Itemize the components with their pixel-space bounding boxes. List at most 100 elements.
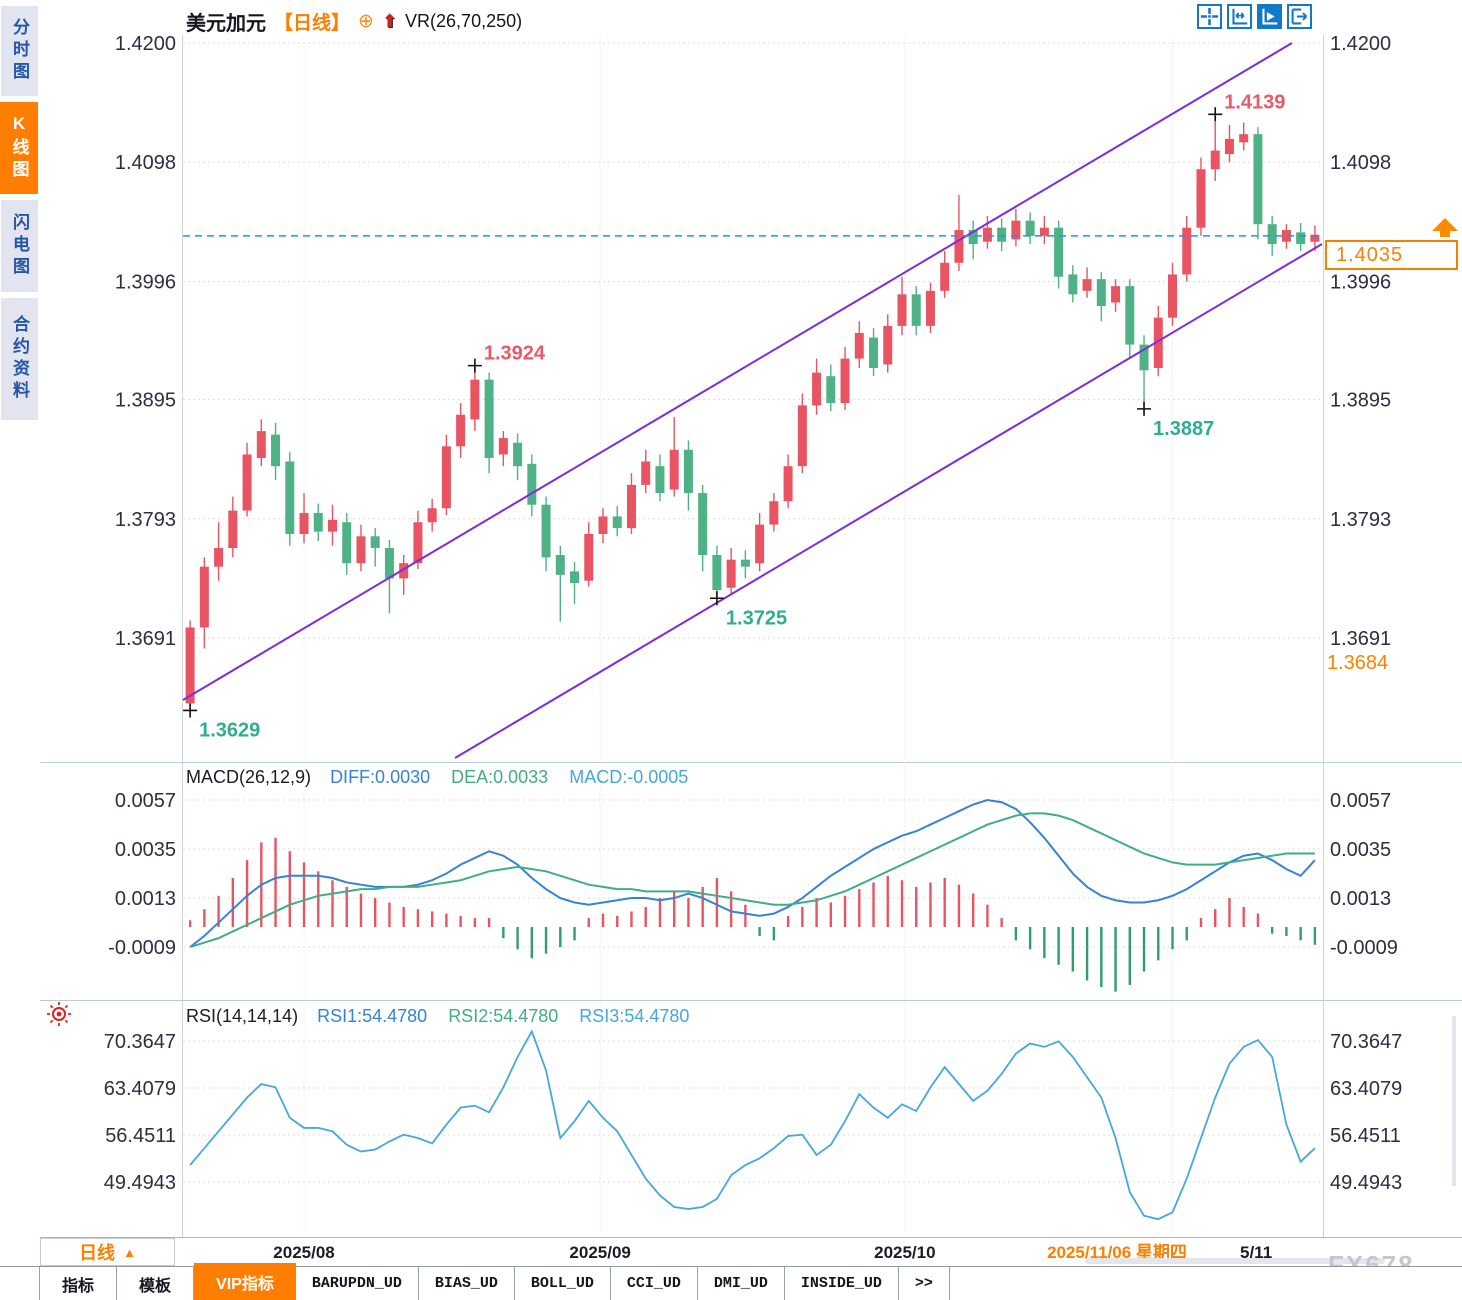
chart-header: 美元加元 【日线】 ⊕ ⬆ VR(26,70,250) [186,7,522,36]
macd-macd-value: MACD:-0.0005 [569,767,689,787]
symbol-name: 美元加元 [186,13,266,35]
svg-text:49.4943: 49.4943 [1330,1172,1402,1194]
macd-header: MACD(26,12,9) DIFF:0.0030 DEA:0.0033 MAC… [186,767,688,788]
svg-text:-0.0009: -0.0009 [1330,937,1398,959]
trendline-upper [182,42,1293,701]
svg-text:1.3629: 1.3629 [199,719,260,741]
timeframe-selector[interactable]: 日线 ▲ [40,1238,175,1266]
svg-text:63.4079: 63.4079 [104,1078,176,1100]
candles [185,114,1320,711]
macd-panel [188,799,1317,992]
rsi-title: RSI(14,14,14) [186,1006,299,1026]
svg-text:1.3895: 1.3895 [115,390,176,412]
tab-dmi-ud[interactable]: DMI_UD [698,1267,785,1300]
macd-diff-value: DIFF:0.0030 [330,767,431,787]
svg-text:1.3996: 1.3996 [115,271,176,293]
timeframe-label[interactable]: 【日线】 [274,13,351,34]
sidebar-item-label: 分时图 [10,18,29,84]
tab-vip-indicators[interactable]: VIP指标 [194,1263,296,1300]
tab-cci-ud[interactable]: CCI_UD [611,1267,698,1300]
sidebar: 分时图 K线图 闪电图 合约资料 [0,0,38,1240]
trend-channel[interactable] [182,42,1323,759]
price-alert-arrow-icon [1432,218,1458,238]
sidebar-item-label: 合约资料 [10,315,29,403]
sidebar-item-contract-info[interactable]: 合约资料 [1,298,38,420]
sidebar-item-lightning-chart[interactable]: 闪电图 [1,200,38,292]
tab-indicators[interactable]: 指标 [40,1267,118,1300]
svg-text:1.3924: 1.3924 [484,343,546,365]
crosshair-tool-icon[interactable] [1197,4,1222,29]
trendline-lower [454,243,1323,759]
svg-text:56.4511: 56.4511 [105,1125,176,1147]
rsi-header: RSI(14,14,14) RSI1:54.4780 RSI2:54.4780 … [186,1006,689,1027]
indicator-tabbar: 指标 模板 VIP指标 BARUPDN_UD BIAS_UD BOLL_UD C… [0,1263,1462,1300]
svg-text:1.3793: 1.3793 [115,509,176,531]
timeframe-value: 日线 [79,1243,116,1263]
svg-text:1.3725: 1.3725 [726,607,787,629]
tab-bias-ud[interactable]: BIAS_UD [419,1267,515,1300]
sidebar-item-label: 闪电图 [10,213,29,279]
svg-text:0.0057: 0.0057 [1330,790,1391,812]
period-low-label: 1.3684 [1327,652,1389,674]
svg-text:63.4079: 63.4079 [1330,1078,1402,1100]
svg-text:5/11: 5/11 [1240,1243,1272,1262]
svg-text:0.0035: 0.0035 [115,839,176,861]
macd-dea-value: DEA:0.0033 [451,767,549,787]
rsi-line [189,1029,1316,1221]
svg-text:2025/08: 2025/08 [273,1243,334,1262]
svg-text:1.4098: 1.4098 [1330,152,1391,174]
sidebar-item-label: K线图 [9,114,29,182]
svg-text:1.4139: 1.4139 [1224,91,1285,113]
rsi2-value: RSI2:54.4780 [448,1006,559,1026]
svg-text:1.4098: 1.4098 [115,152,176,174]
horizontal-scrollbar[interactable] [1085,1258,1385,1264]
sidebar-item-timeline-chart[interactable]: 分时图 [1,6,38,96]
svg-text:2025/09: 2025/09 [569,1243,630,1262]
tab-barupdn-ud[interactable]: BARUPDN_UD [296,1267,419,1300]
svg-text:1.3793: 1.3793 [1330,509,1391,531]
svg-text:1.3895: 1.3895 [1330,390,1391,412]
svg-text:56.4511: 56.4511 [1330,1125,1401,1147]
macd-dea-line [189,812,1315,948]
vr-indicator-label: VR(26,70,250) [405,11,523,31]
indicator-settings-sun-icon[interactable] [46,1001,72,1027]
svg-text:0.0013: 0.0013 [1330,888,1391,910]
sidebar-item-kline-chart[interactable]: K线图 [0,102,38,194]
axis-play-icon[interactable] [1257,4,1282,29]
tab-more[interactable]: >> [899,1267,950,1300]
price-markers: 1.3629 1.3924 1.3725 1.3887 1.4139 [183,91,1285,741]
svg-text:1.3887: 1.3887 [1153,418,1214,440]
axis-labels: 1.4200 1.4200 1.4098 1.4098 1.3996 1.3996 1.38… [104,33,1403,1194]
svg-text:1.4200: 1.4200 [1330,33,1391,55]
panel-borders [40,35,1462,1238]
gridlines [183,38,1322,1234]
tab-templates[interactable]: 模板 [117,1267,195,1300]
tab-inside-ud[interactable]: INSIDE_UD [785,1267,899,1300]
svg-text:70.3647: 70.3647 [104,1031,176,1053]
macd-diff-line [189,799,1316,948]
svg-text:0.0057: 0.0057 [115,790,176,812]
axis-scale-icon[interactable] [1227,4,1252,29]
tab-boll-ud[interactable]: BOLL_UD [515,1267,611,1300]
last-price-badge: 1.4035 [1325,240,1458,270]
rsi3-value: RSI3:54.4780 [579,1006,690,1026]
svg-text:1.4200: 1.4200 [115,33,176,55]
add-overlay-icon[interactable]: ⊕ [358,11,374,32]
svg-text:2025/10: 2025/10 [874,1243,935,1262]
pane-exit-icon[interactable] [1287,4,1312,29]
up-arrow-icon: ⬆ [381,11,398,31]
svg-text:1.3691: 1.3691 [115,628,176,650]
svg-text:0.0035: 0.0035 [1330,839,1391,861]
svg-text:2025/11/06 星期四: 2025/11/06 星期四 [1047,1243,1187,1262]
svg-text:1.3996: 1.3996 [1330,271,1391,293]
svg-text:0.0013: 0.0013 [115,888,176,910]
rsi1-value: RSI1:54.4780 [317,1006,428,1026]
chevron-up-icon: ▲ [123,1244,136,1260]
macd-title: MACD(26,12,9) [186,767,312,787]
tabbar-gutter [0,1267,40,1300]
svg-text:49.4943: 49.4943 [104,1172,176,1194]
svg-text:-0.0009: -0.0009 [108,937,176,959]
svg-text:1.3691: 1.3691 [1330,628,1391,650]
